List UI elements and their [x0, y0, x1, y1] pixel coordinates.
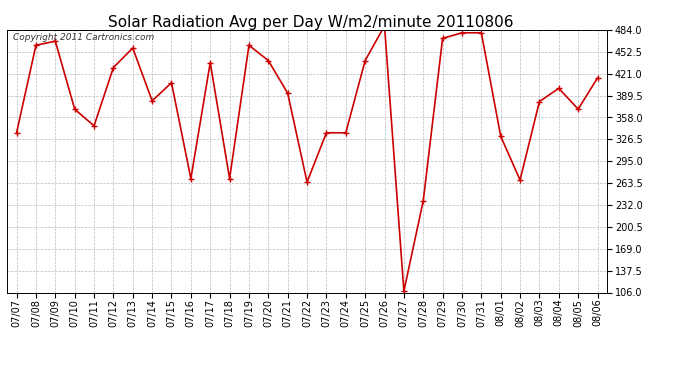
- Text: Copyright 2011 Cartronics.com: Copyright 2011 Cartronics.com: [13, 33, 154, 42]
- Text: Solar Radiation Avg per Day W/m2/minute 20110806: Solar Radiation Avg per Day W/m2/minute …: [108, 15, 513, 30]
